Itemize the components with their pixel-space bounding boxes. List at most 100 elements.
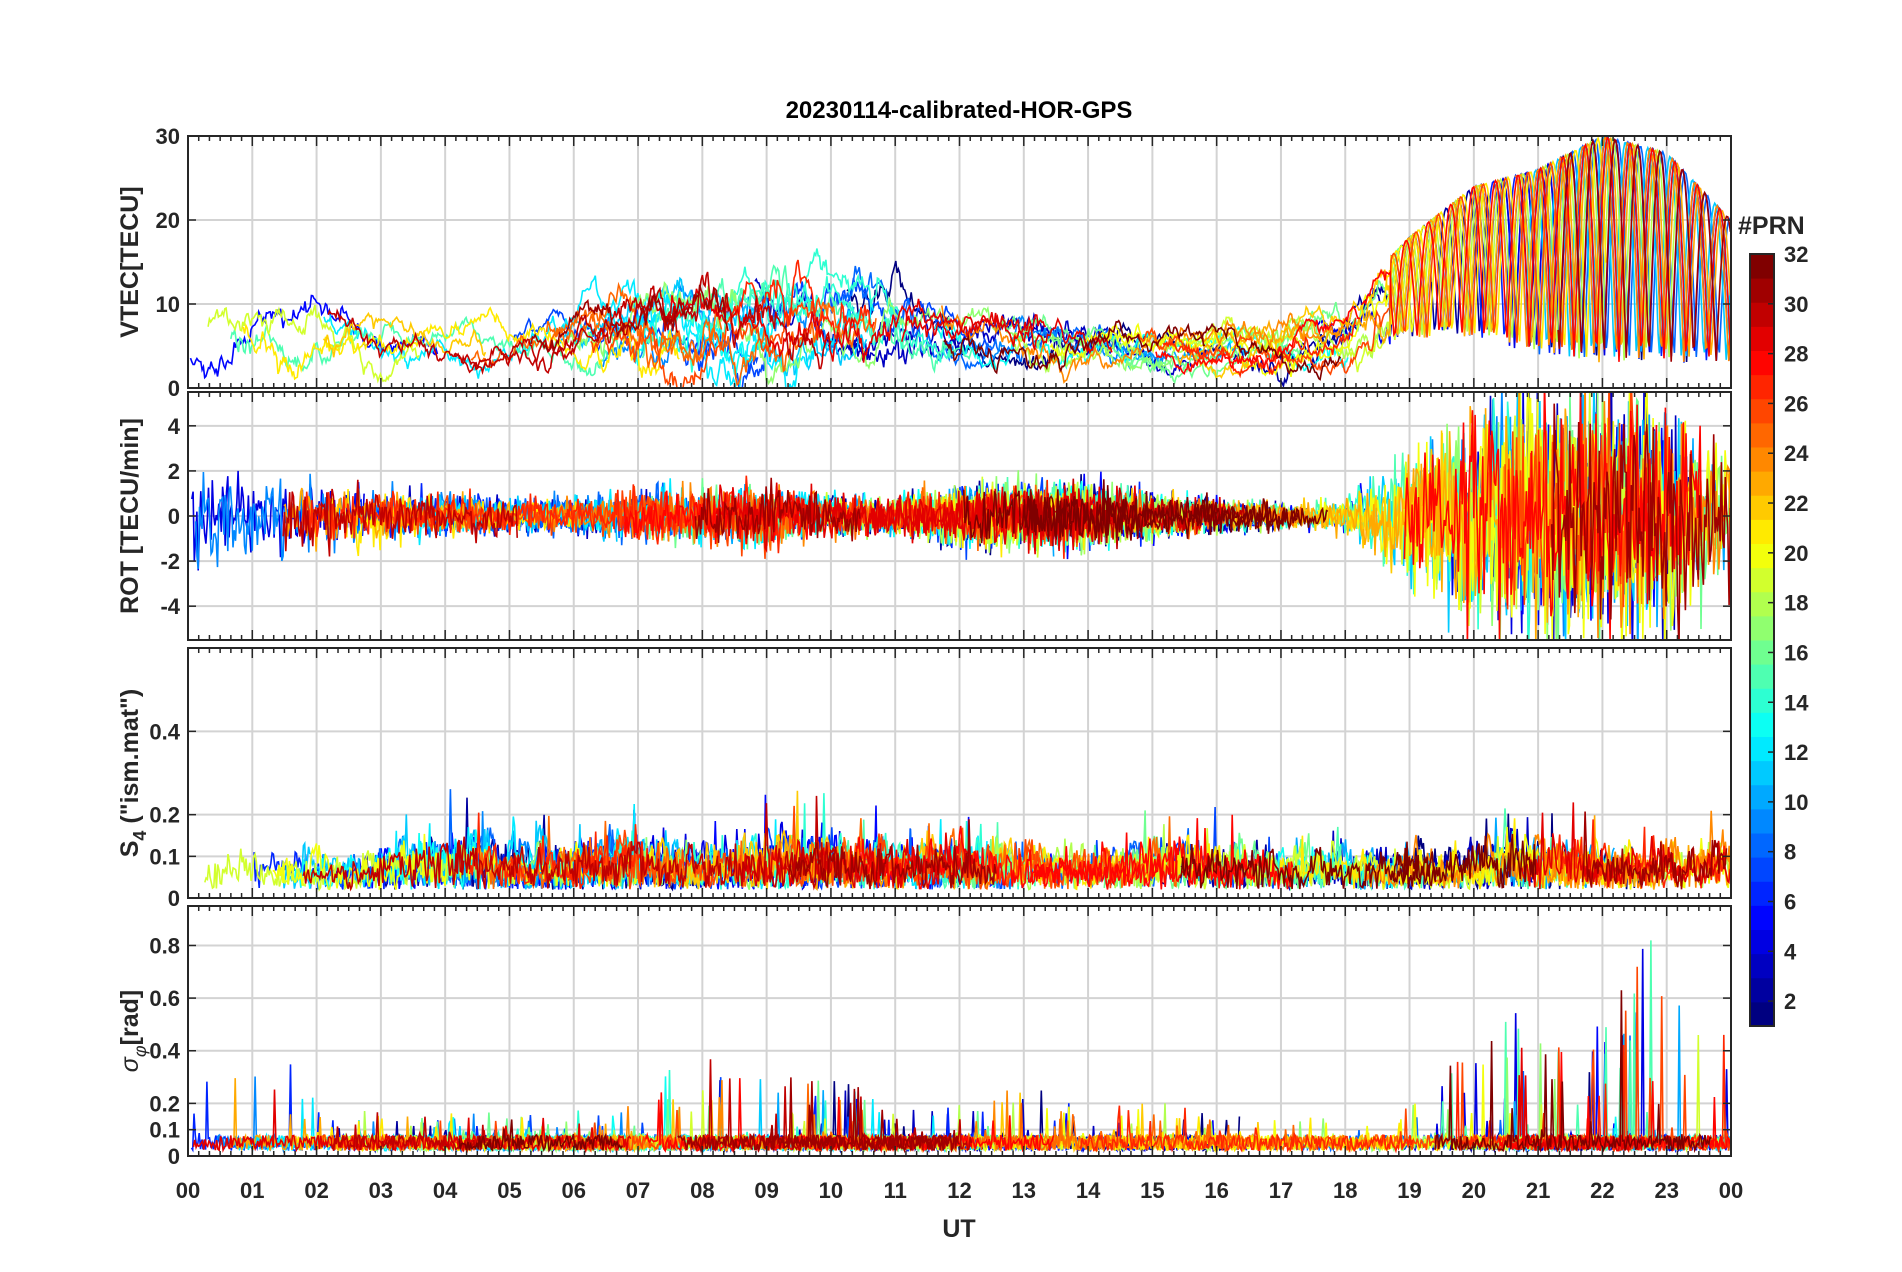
y-tick-label: 30 — [156, 124, 180, 149]
panel-rot-series — [191, 392, 1731, 640]
series-prn-12 — [232, 1097, 542, 1153]
colorbar-tick-label: 6 — [1784, 889, 1796, 914]
x-tick-label: 21 — [1526, 1178, 1550, 1203]
colorbar-tick-label: 14 — [1784, 690, 1809, 715]
series-prn-27 — [300, 484, 721, 545]
colorbar-segment — [1750, 422, 1774, 448]
y-tick-label: 0.4 — [149, 719, 180, 744]
series-prn-26 — [1138, 159, 1572, 376]
colorbar-segment — [1750, 688, 1774, 713]
panel-sigma_phi: 00.10.2 0.4 0.6 0.8 σφ[rad] — [116, 905, 1732, 1169]
panel-vtec-series — [189, 136, 1731, 388]
series-prn-24 — [1514, 136, 1731, 362]
x-tick-label: 22 — [1590, 1178, 1614, 1203]
colorbar-segment — [1750, 495, 1774, 520]
colorbar-tick-label: 12 — [1784, 740, 1808, 765]
x-tick-label: 04 — [433, 1178, 458, 1203]
y-tick-label: 0.6 — [149, 986, 180, 1011]
y-tick-label: 0.2 — [149, 803, 180, 828]
colorbar-segment — [1750, 929, 1774, 955]
y-tick-label: 0 — [168, 886, 180, 911]
series-prn-5 — [189, 294, 439, 380]
panel-vtec-minor-ticks — [187, 136, 1732, 388]
panel-s4-series — [204, 789, 1731, 892]
colorbar-segment — [1750, 519, 1774, 544]
panel-rot: -4 -2 0 2 4 ROT [TECU/min] — [116, 391, 1732, 641]
x-tick-label: 13 — [1012, 1178, 1036, 1203]
series-prn-27 — [730, 259, 875, 341]
series-prn-31 — [677, 1077, 960, 1154]
series-prn-28 — [1028, 814, 1294, 890]
x-tick-label: 23 — [1654, 1178, 1678, 1203]
y-tick-label: 10 — [156, 292, 180, 317]
series-prn-19 — [204, 844, 435, 892]
x-tick-labels: 00 01 02 03 04 05 06 07 08 09 10 11 12 13 14 15 16 17 18 19… — [176, 1178, 1743, 1203]
series-prn-26 — [590, 296, 822, 388]
x-tick-label: 17 — [1269, 1178, 1293, 1203]
panel-sigma_phi-grid — [188, 906, 1731, 1156]
panel-sigma_phi-minor-ticks — [187, 906, 1732, 1156]
series-prn-31 — [694, 477, 861, 543]
colorbar-segment — [1750, 254, 1774, 279]
series-prn-29 — [662, 288, 1113, 363]
series-prn-32 — [1434, 990, 1712, 1154]
panel-rot-ylabel: ROT [TECU/min] — [116, 418, 144, 614]
colorbar-tick-label: 26 — [1784, 391, 1808, 416]
x-tick-label: 02 — [304, 1178, 328, 1203]
series-prn-32 — [1194, 322, 1342, 381]
colorbar-tick-label: 22 — [1784, 491, 1808, 516]
colorbar-segment — [1750, 615, 1774, 641]
colorbar-segment — [1750, 326, 1774, 351]
colorbar-segment — [1750, 447, 1774, 472]
y-tick-label: -2 — [160, 549, 180, 574]
series-prn-3 — [754, 277, 1164, 368]
y-tick-label: 0.2 — [149, 1091, 180, 1116]
x-tick-label: 00 — [176, 1178, 200, 1203]
series-prn-22 — [322, 311, 487, 358]
colorbar-segment — [1750, 857, 1774, 882]
colorbar-tick-label: 20 — [1784, 541, 1808, 566]
chart-title: 20230114-calibrated-HOR-GPS — [786, 97, 1133, 124]
series-prn-23 — [1176, 165, 1563, 367]
colorbar-segment — [1750, 278, 1774, 303]
y-tick-label: 0 — [168, 504, 180, 529]
colorbar-segment — [1750, 398, 1774, 424]
series-prn-32 — [1023, 489, 1329, 541]
colorbar-segment — [1750, 664, 1774, 689]
panel-rot-minor-ticks — [187, 392, 1732, 640]
x-tick-label: 07 — [626, 1178, 650, 1203]
y-tick-label: 0 — [168, 376, 180, 401]
series-prn-27 — [1079, 1105, 1414, 1154]
x-tick-label: 14 — [1076, 1178, 1101, 1203]
series-prn-19 — [207, 304, 420, 384]
series-prn-30 — [453, 795, 843, 891]
colorbar-segment — [1750, 760, 1774, 786]
series-prn-31 — [788, 819, 997, 890]
panel-vtec: 0 10 20 30 VTEC[TECU] — [116, 124, 1732, 401]
series-prn-32 — [943, 319, 1206, 375]
colorbar-segment — [1750, 1001, 1774, 1027]
series-prn-31 — [762, 1081, 949, 1154]
colorbar-tick-label: 30 — [1784, 292, 1808, 317]
colorbar-tick-label: 4 — [1784, 939, 1797, 964]
x-tick-label: 09 — [754, 1178, 778, 1203]
series-prn-31 — [1581, 811, 1728, 890]
x-tick-label: 05 — [497, 1178, 521, 1203]
colorbar-segment — [1750, 712, 1774, 737]
colorbar-segment — [1750, 591, 1774, 617]
colorbar-tick-label: 18 — [1784, 591, 1808, 616]
x-tick-label: 01 — [240, 1178, 264, 1203]
colorbar-tick-label: 28 — [1784, 342, 1808, 367]
colorbar-tick-label: 8 — [1784, 840, 1796, 865]
panel-vtec-ylabel: VTEC[TECU] — [116, 186, 144, 337]
colorbar-segment — [1750, 953, 1774, 979]
x-tick-label: 06 — [562, 1178, 586, 1203]
colorbar-frame — [1749, 253, 1775, 1027]
colorbar-segment — [1750, 374, 1774, 400]
series-prn-27 — [1162, 317, 1357, 379]
colorbar-segment — [1750, 784, 1774, 810]
